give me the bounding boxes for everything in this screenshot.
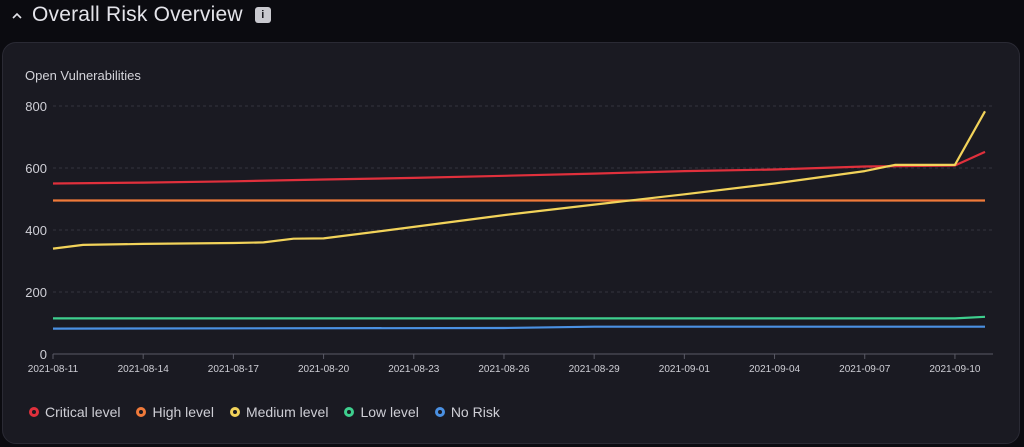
y-tick-label: 800	[25, 99, 47, 114]
legend-item-low-level[interactable]: Low level	[344, 404, 419, 420]
legend-item-medium-level[interactable]: Medium level	[229, 404, 329, 420]
x-tick-label: 2021-09-01	[659, 364, 711, 375]
section-header: Overall Risk Overview i	[10, 0, 271, 30]
legend-swatch-icon	[136, 407, 147, 417]
legend-item-high-level[interactable]: High level	[136, 404, 214, 420]
legend-label: Critical level	[45, 404, 121, 420]
x-tick-label: 2021-09-07	[839, 364, 891, 375]
x-tick-label: 2021-09-04	[749, 364, 801, 375]
x-tick-label: 2021-08-11	[28, 364, 79, 375]
y-tick-label: 200	[25, 285, 47, 300]
x-tick-label: 2021-08-26	[478, 364, 530, 375]
x-tick-label: 2021-08-23	[388, 364, 440, 375]
legend-swatch-icon	[344, 407, 355, 417]
series-line-low-level[interactable]	[53, 315, 986, 320]
y-tick-label: 0	[40, 347, 47, 362]
line-chart: 0 200 400 600 800 2021-08-11 2021-08-14 2021-08…	[25, 99, 993, 375]
legend-swatch-icon	[229, 407, 240, 417]
legend-label: Low level	[360, 404, 419, 420]
series-line-medium-level[interactable]	[52, 110, 986, 250]
x-tick-label: 2021-08-29	[569, 364, 621, 375]
section-title: Overall Risk Overview	[32, 3, 243, 26]
info-icon[interactable]: i	[254, 7, 271, 23]
legend-item-no-risk[interactable]: No Risk	[434, 404, 500, 420]
series-line-no-risk[interactable]	[52, 325, 985, 330]
y-tick-label: 400	[25, 223, 47, 238]
legend-label: High level	[152, 404, 214, 420]
x-tick-label: 2021-08-14	[118, 364, 170, 375]
legend-item-critical-level[interactable]: Critical level	[29, 404, 120, 420]
chevron-up-icon[interactable]	[10, 8, 24, 22]
legend-label: No Risk	[450, 404, 500, 420]
legend-label: Medium level	[245, 404, 329, 420]
legend-swatch-icon	[434, 407, 445, 417]
chart-panel: Open Vulnerabilities 0 200 400 600 800 2021-0…	[2, 42, 1020, 444]
y-tick-label: 600	[25, 161, 47, 176]
x-tick-label: 2021-09-10	[929, 364, 981, 375]
chart-legend: Critical level High level Medium level Low …	[29, 404, 500, 420]
x-tick-label: 2021-08-17	[208, 364, 260, 375]
chart-title: Open Vulnerabilities	[25, 68, 141, 83]
series-line-critical-level[interactable]	[52, 150, 986, 185]
x-tick-label: 2021-08-20	[298, 364, 350, 375]
legend-swatch-icon	[29, 407, 39, 417]
